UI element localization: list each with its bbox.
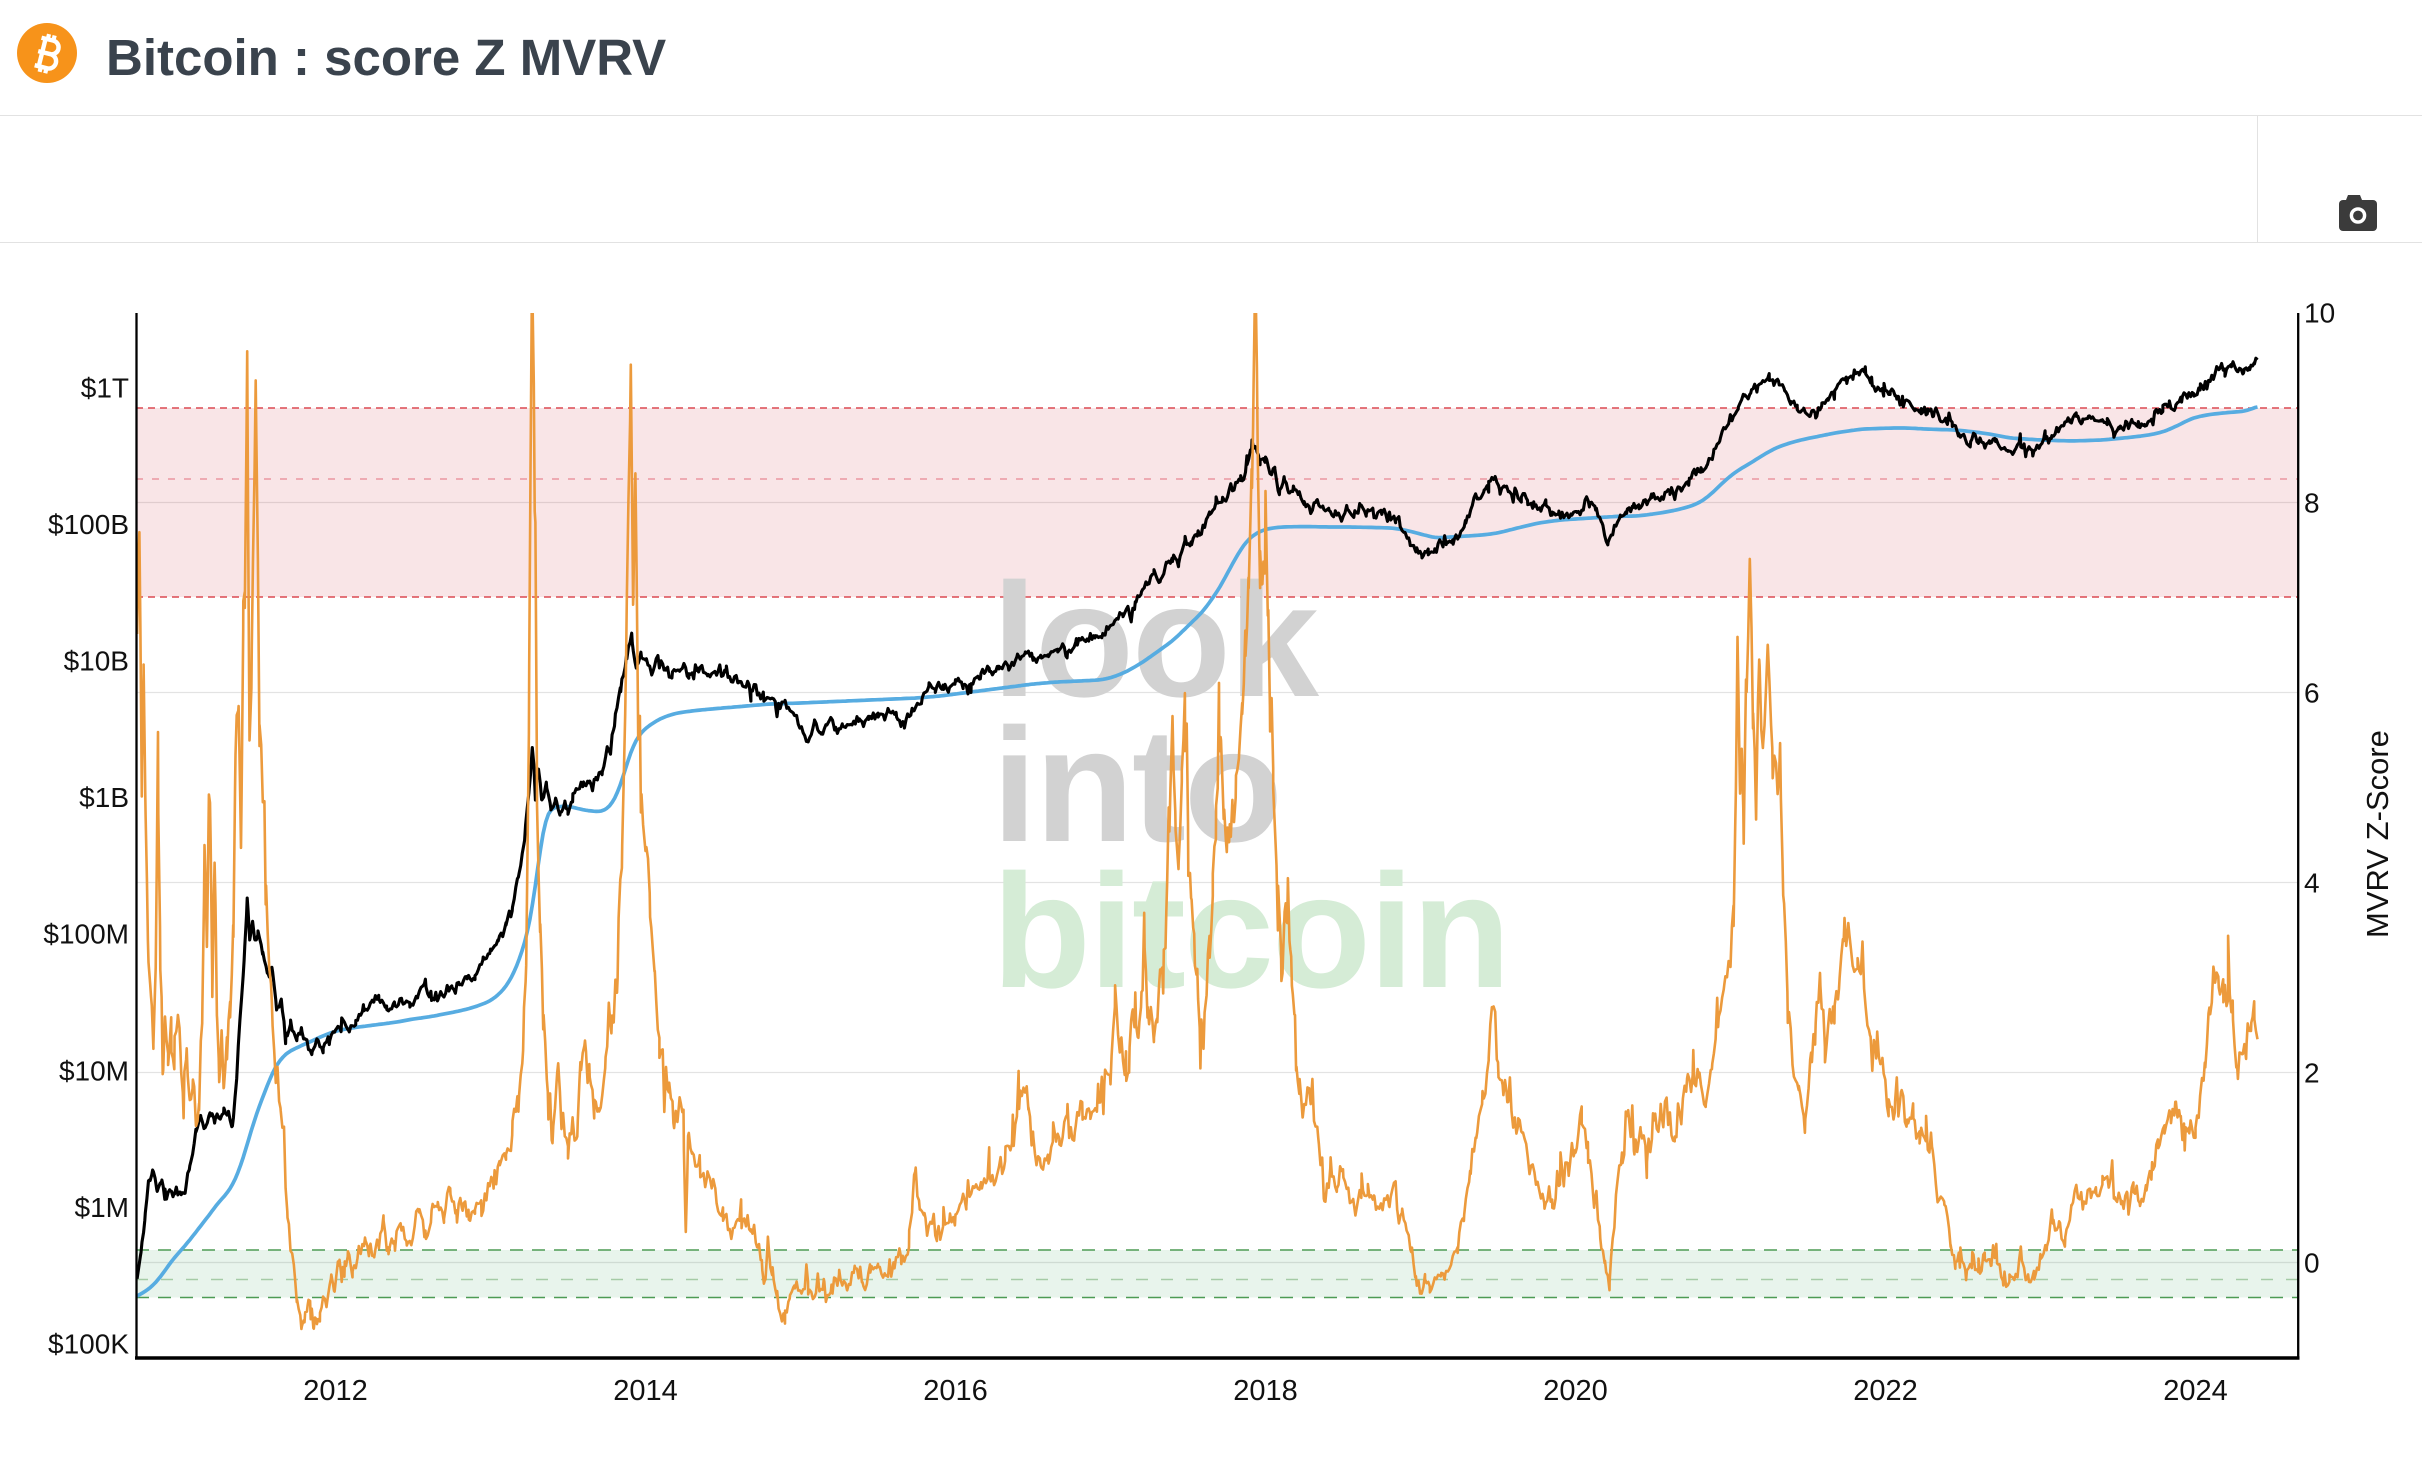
svg-text:$100K: $100K [48,1329,129,1360]
svg-text:2014: 2014 [613,1375,678,1407]
svg-text:$1M: $1M [75,1192,129,1223]
svg-text:10: 10 [2304,298,2335,329]
svg-text:into: into [992,695,1281,876]
svg-text:6: 6 [2304,678,2320,709]
svg-text:$100B: $100B [48,509,129,540]
svg-text:$10M: $10M [59,1055,129,1086]
svg-text:2020: 2020 [1543,1375,1608,1407]
svg-text:$1B: $1B [79,782,129,813]
svg-text:$100M: $100M [43,919,129,950]
svg-text:0: 0 [2304,1248,2320,1279]
svg-text:2018: 2018 [1233,1375,1298,1407]
svg-text:$10B: $10B [64,646,129,677]
svg-text:2012: 2012 [303,1375,368,1407]
svg-text:MVRV Z-Score: MVRV Z-Score [2360,730,2395,938]
svg-text:bitcoin: bitcoin [992,841,1509,1022]
svg-text:2024: 2024 [2163,1375,2228,1407]
svg-text:8: 8 [2304,488,2320,519]
svg-text:2016: 2016 [923,1375,988,1407]
svg-text:2: 2 [2304,1058,2320,1089]
svg-text:2022: 2022 [1853,1375,1918,1407]
svg-text:4: 4 [2304,868,2320,899]
svg-text:$1T: $1T [81,373,129,404]
